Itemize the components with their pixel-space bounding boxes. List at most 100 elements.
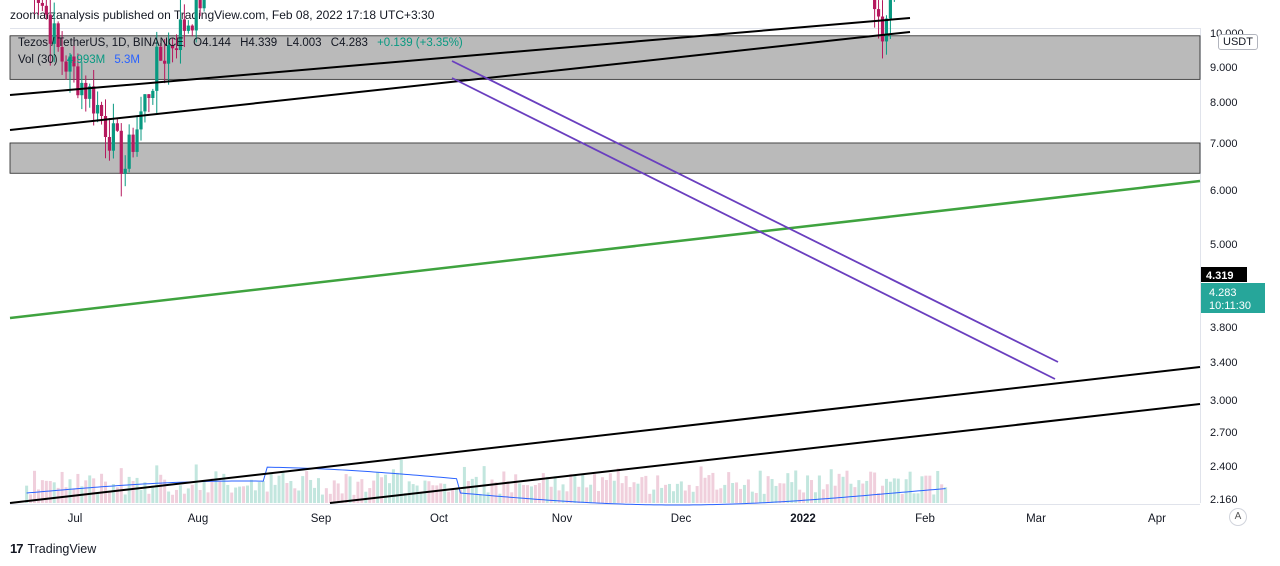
volume-bar (328, 493, 332, 503)
candle (159, 42, 163, 61)
volume-bar (478, 494, 482, 503)
candle (170, 38, 175, 63)
volume-bar (600, 477, 604, 503)
chart-pane[interactable] (10, 28, 1200, 505)
volume-bar (399, 460, 403, 503)
line-price-label-bg (1201, 267, 1247, 282)
candle-body (56, 23, 60, 48)
candle-body (884, 18, 889, 42)
volume-bar (719, 488, 723, 503)
auto-scale-button[interactable]: A (1229, 508, 1247, 526)
candle (60, 31, 64, 75)
volume-bar (115, 487, 119, 503)
volume-bar (928, 475, 932, 503)
volume-bar (940, 484, 944, 503)
ohlc-high: H4.339 (240, 37, 278, 49)
time-axis-label: Aug (188, 513, 208, 525)
candle-body (60, 47, 64, 62)
volume-bar (735, 482, 739, 503)
volume-bar (214, 471, 218, 503)
volume-bar (533, 484, 537, 503)
candle (68, 52, 72, 93)
candle-body (119, 130, 123, 174)
volume-bar (762, 493, 766, 503)
candle (139, 96, 143, 141)
volume-bar (904, 479, 908, 503)
volume-bar (853, 487, 857, 503)
volume-bar (798, 489, 802, 503)
candle-body (163, 60, 167, 64)
candle-body (876, 9, 881, 17)
volume-bar (813, 492, 817, 503)
volume-bar (932, 494, 936, 503)
volume-bar (313, 487, 317, 503)
candle (202, 0, 206, 12)
volume-bar (699, 466, 703, 503)
volume-bar (29, 494, 33, 503)
volume-bar (178, 485, 182, 503)
volume-bar (731, 483, 735, 503)
volume-bar (123, 494, 127, 503)
volume-ma-line (26, 466, 946, 506)
volume-bar (159, 474, 163, 503)
zone-2 (9, 35, 1201, 80)
volume-bar (900, 493, 904, 503)
volume-bar (336, 483, 340, 503)
price-scale[interactable] (1200, 28, 1273, 503)
price-tick-label: 2.400 (1210, 461, 1238, 473)
volume-bar (340, 493, 344, 503)
volume-bar (837, 473, 841, 503)
volume-bar (916, 493, 920, 503)
volume-bar (711, 472, 715, 503)
volume-bar (668, 483, 672, 503)
candle (178, 0, 183, 64)
candle-body (88, 86, 92, 99)
volume-bar (368, 488, 372, 503)
volume-bar (841, 476, 845, 503)
time-axis-label: Nov (552, 513, 573, 525)
volume-bar (242, 486, 246, 503)
volume-bar (107, 491, 111, 503)
volume-bar (656, 475, 660, 503)
volume-bar (829, 469, 833, 503)
volume-bar (289, 481, 293, 503)
candle (186, 20, 190, 34)
volume-bar (56, 487, 60, 503)
volume-bar (253, 490, 257, 503)
volume-bar (407, 481, 411, 503)
candle (64, 55, 68, 80)
volume-bar (273, 484, 277, 503)
candle-body (135, 129, 139, 152)
tradingview-logo-icon: 17 (10, 541, 24, 556)
volume-bar (636, 483, 640, 503)
volume-bar (186, 488, 190, 503)
time-axis-label: Feb (915, 513, 935, 525)
volume-bar (936, 470, 940, 503)
volume-bar (348, 476, 352, 503)
volume-bar (486, 492, 490, 503)
volume-bar (549, 486, 553, 503)
volume-bar (309, 479, 313, 503)
volume-bar (691, 491, 695, 503)
volume-indicator-label[interactable]: Vol (30) (18, 54, 58, 66)
candle (873, 0, 877, 28)
volume-bar (234, 487, 238, 503)
volume-bar (648, 493, 652, 503)
candle (147, 94, 151, 113)
volume-bar (529, 486, 533, 503)
candle-body (76, 66, 80, 96)
volume-bar (585, 487, 589, 503)
candle (876, 0, 881, 39)
volume-bar (679, 481, 683, 503)
volume-bar (364, 491, 368, 503)
candle-body (143, 94, 147, 112)
volume-bar (360, 479, 364, 503)
volume-bar (849, 483, 853, 503)
symbol-title[interactable]: Tezos / TetherUS, 1D, BINANCE (18, 37, 184, 49)
candle-body (64, 61, 68, 72)
candle (892, 0, 896, 2)
volume-bar (652, 489, 656, 503)
time-axis-label: Sep (311, 513, 331, 525)
currency-button[interactable]: USDT (1218, 34, 1258, 50)
volume-bar (230, 492, 234, 503)
